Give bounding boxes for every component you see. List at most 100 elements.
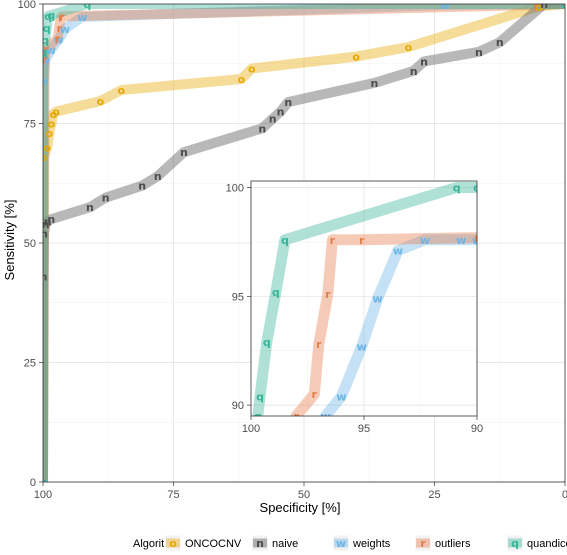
data-point-outliers: r bbox=[58, 11, 64, 24]
main-y-tick-label: 25 bbox=[24, 358, 36, 370]
data-point-oncocnv: o bbox=[118, 84, 126, 97]
legend-label-outliers: outliers bbox=[435, 538, 471, 550]
data-point-naive: n bbox=[86, 201, 94, 214]
main-y-tick-label: 75 bbox=[24, 119, 36, 131]
data-point-weights: w bbox=[38, 476, 48, 489]
data-point-quandico: q bbox=[453, 182, 461, 195]
data-point-quandico: q bbox=[561, 0, 567, 11]
data-point-naive: n bbox=[561, 0, 567, 11]
data-point-naive: n bbox=[40, 227, 48, 240]
data-point-quandico: q bbox=[272, 286, 280, 299]
legend-key-outliers bbox=[414, 534, 432, 552]
data-point-oncocnv: o bbox=[352, 51, 360, 64]
data-point-naive: n bbox=[540, 0, 548, 11]
data-point-weights: w bbox=[336, 390, 346, 403]
series-line-outliers bbox=[43, 4, 565, 482]
data-point-outliers: r bbox=[359, 234, 365, 247]
data-point-naive: n bbox=[277, 106, 285, 119]
legend-label-quandico: quandico bbox=[527, 538, 567, 550]
inset-x-tick-label: 95 bbox=[358, 423, 370, 435]
inset-series-lines bbox=[252, 182, 477, 416]
data-point-quandico: q bbox=[263, 336, 271, 349]
data-point-naive: n bbox=[475, 46, 483, 59]
data-point-naive: n bbox=[410, 65, 418, 78]
main-x-tick-label: 25 bbox=[428, 489, 440, 501]
data-point-weights: w bbox=[54, 33, 64, 46]
data-point-weights: w bbox=[320, 410, 330, 423]
data-point-outliers: r bbox=[330, 234, 336, 247]
data-point-outliers: r bbox=[316, 338, 322, 351]
data-point-weights: w bbox=[38, 74, 48, 87]
data-point-weights: w bbox=[456, 234, 466, 247]
data-point-outliers: r bbox=[293, 410, 299, 423]
data-point-weights: w bbox=[440, 0, 450, 12]
legend-label-naive: naive bbox=[272, 538, 298, 550]
data-point-weights: w bbox=[472, 234, 482, 247]
data-point-quandico: q bbox=[39, 476, 47, 489]
data-point-oncocnv: o bbox=[52, 106, 60, 119]
data-point-naive: n bbox=[180, 146, 188, 159]
data-point-outliers: r bbox=[312, 388, 318, 401]
series-line-naive bbox=[43, 4, 565, 482]
data-point-naive: n bbox=[42, 218, 50, 231]
main-y-tick-label: 0 bbox=[30, 477, 36, 489]
data-point-outliers: r bbox=[56, 22, 62, 35]
data-point-naive: n bbox=[496, 36, 504, 49]
data-point-naive: n bbox=[44, 215, 52, 228]
inset-y-tick-label: 95 bbox=[232, 291, 244, 303]
legend-label-oncocnv: ONCOCNV bbox=[185, 538, 242, 550]
inset-x-tick-label: 90 bbox=[471, 423, 483, 435]
main-x-tick-label: 100 bbox=[34, 489, 52, 501]
data-point-oncocnv: o bbox=[561, 0, 567, 11]
series-line-quandico bbox=[252, 182, 477, 416]
legend: Algorithm o ONCOCNV n naive w weights r outlier… bbox=[133, 534, 567, 552]
data-point-outliers: r bbox=[534, 0, 540, 12]
data-point-weights: w bbox=[357, 340, 367, 353]
data-point-naive: n bbox=[269, 113, 277, 126]
main-x-tick-label: 75 bbox=[167, 489, 179, 501]
data-point-naive: n bbox=[371, 77, 379, 90]
legend-marker-outliers: r bbox=[420, 537, 426, 550]
data-point-weights: w bbox=[393, 245, 403, 258]
data-point-quandico: q bbox=[254, 410, 262, 423]
inset-y-tick-label: 100 bbox=[226, 183, 244, 195]
data-point-outliers: r bbox=[43, 43, 49, 56]
data-point-naive: n bbox=[102, 192, 110, 205]
data-point-outliers: r bbox=[40, 476, 46, 489]
data-point-naive: n bbox=[284, 96, 292, 109]
data-point-quandico: q bbox=[41, 34, 49, 47]
main-y-tick-label: 50 bbox=[24, 238, 36, 250]
data-point-oncocnv: o bbox=[48, 118, 56, 131]
data-point-oncocnv: o bbox=[238, 73, 246, 86]
main-series-markers: ooooooooooooooonnnnnnnnnnnnnnnnnnnnnnwww… bbox=[38, 0, 567, 489]
data-point-oncocnv: o bbox=[535, 0, 543, 13]
data-point-quandico: q bbox=[40, 46, 48, 59]
main-x-tick-label: 0 bbox=[562, 489, 567, 501]
data-point-quandico: q bbox=[83, 0, 91, 11]
inset-panel: wwwwwwwwrrrrrrrqqqqqqq10095909095100 bbox=[226, 180, 483, 435]
data-point-outliers: r bbox=[59, 10, 65, 23]
legend-marker-oncocnv: o bbox=[169, 537, 177, 550]
data-point-outliers: r bbox=[55, 32, 61, 45]
data-point-weights: w bbox=[420, 234, 430, 247]
legend-key-oncocnv bbox=[164, 534, 182, 552]
inset-series-markers: wwwwwwwwrrrrrrrqqqqqqq bbox=[254, 182, 482, 423]
data-point-weights: w bbox=[40, 54, 50, 67]
data-point-oncocnv: o bbox=[248, 63, 256, 76]
data-point-naive: n bbox=[47, 213, 55, 226]
legend-marker-quandico: q bbox=[511, 537, 519, 550]
data-point-naive: n bbox=[40, 270, 48, 283]
data-point-outliers: r bbox=[562, 0, 567, 11]
legend-key-quandico bbox=[506, 534, 524, 552]
data-point-weights: w bbox=[77, 11, 87, 24]
data-point-oncocnv: o bbox=[405, 41, 413, 54]
legend-label-weights: weights bbox=[352, 538, 391, 550]
data-point-oncocnv: o bbox=[40, 151, 48, 164]
data-point-quandico: q bbox=[473, 182, 481, 195]
series-line-weights bbox=[320, 234, 477, 416]
main-series-lines bbox=[43, 4, 565, 482]
data-point-oncocnv: o bbox=[97, 95, 105, 108]
legend-marker-weights: w bbox=[336, 537, 346, 550]
data-point-quandico: q bbox=[281, 234, 289, 247]
